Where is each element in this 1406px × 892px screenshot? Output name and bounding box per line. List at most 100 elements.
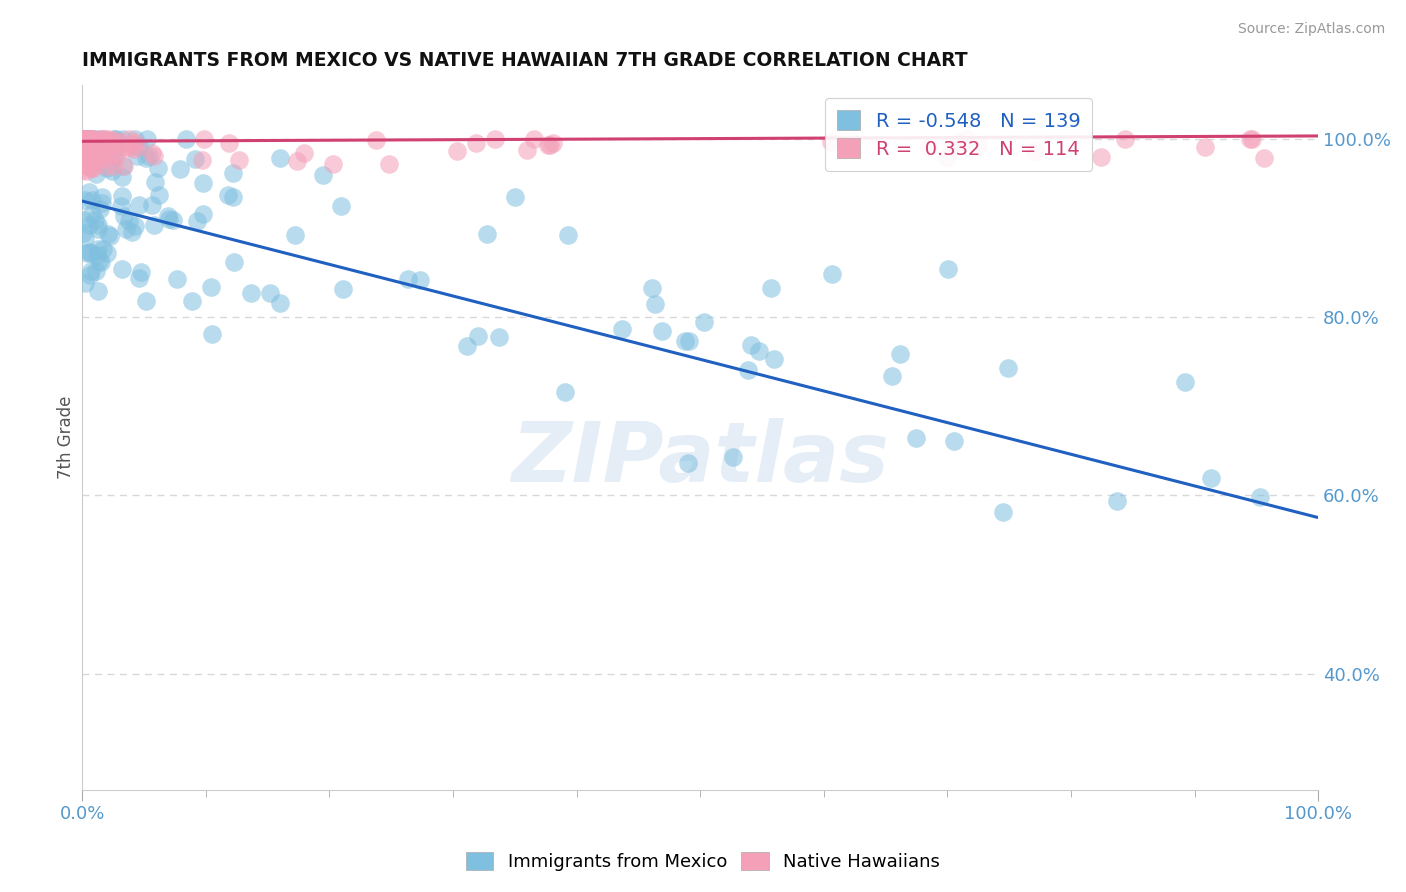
Point bbox=[84, 263, 107, 277]
Point bbox=[80, 246, 103, 260]
Point bbox=[75, 154, 97, 169]
Text: ZIPatlas: ZIPatlas bbox=[512, 418, 889, 499]
Point bbox=[118, 131, 141, 145]
Point bbox=[90, 147, 112, 161]
Point bbox=[693, 315, 716, 329]
Point bbox=[77, 145, 100, 160]
Point bbox=[131, 264, 153, 278]
Point bbox=[162, 212, 184, 227]
Point bbox=[193, 177, 215, 191]
Point bbox=[82, 139, 104, 153]
Point bbox=[101, 148, 124, 162]
Point bbox=[73, 145, 96, 159]
Point bbox=[90, 139, 112, 153]
Point bbox=[124, 135, 146, 149]
Point bbox=[997, 361, 1019, 376]
Point bbox=[148, 188, 170, 202]
Point bbox=[73, 145, 96, 159]
Point bbox=[77, 135, 100, 149]
Point bbox=[72, 152, 94, 166]
Point bbox=[87, 222, 110, 236]
Point bbox=[904, 431, 927, 445]
Legend: Immigrants from Mexico, Native Hawaiians: Immigrants from Mexico, Native Hawaiians bbox=[458, 845, 948, 879]
Point bbox=[259, 285, 281, 300]
Point bbox=[676, 456, 699, 470]
Point bbox=[104, 147, 127, 161]
Point bbox=[364, 133, 387, 147]
Point bbox=[821, 267, 844, 281]
Point bbox=[181, 293, 204, 308]
Point bbox=[76, 139, 98, 153]
Point bbox=[141, 145, 163, 160]
Point bbox=[1114, 131, 1136, 145]
Point bbox=[108, 136, 131, 150]
Point bbox=[77, 137, 100, 152]
Point bbox=[84, 139, 107, 153]
Point bbox=[79, 185, 101, 199]
Point bbox=[112, 209, 135, 223]
Point bbox=[748, 343, 770, 358]
Point bbox=[292, 146, 315, 161]
Point bbox=[72, 226, 94, 240]
Point bbox=[121, 136, 143, 151]
Point bbox=[82, 131, 104, 145]
Point bbox=[516, 143, 538, 157]
Point bbox=[89, 202, 111, 216]
Point bbox=[87, 139, 110, 153]
Point bbox=[184, 152, 207, 166]
Point bbox=[80, 131, 103, 145]
Point bbox=[75, 131, 97, 145]
Point bbox=[673, 334, 696, 348]
Point bbox=[322, 156, 344, 170]
Point bbox=[644, 297, 666, 311]
Point bbox=[124, 219, 146, 234]
Point bbox=[90, 131, 112, 145]
Point bbox=[1090, 150, 1112, 164]
Point bbox=[96, 159, 118, 173]
Point bbox=[75, 164, 97, 178]
Point bbox=[73, 231, 96, 245]
Point bbox=[80, 161, 103, 175]
Point bbox=[193, 206, 215, 220]
Point bbox=[93, 242, 115, 256]
Point bbox=[200, 279, 222, 293]
Point bbox=[73, 157, 96, 171]
Point bbox=[157, 209, 180, 223]
Point bbox=[86, 131, 108, 145]
Point bbox=[1194, 140, 1216, 154]
Point bbox=[678, 334, 700, 348]
Point bbox=[1239, 131, 1261, 145]
Point bbox=[117, 139, 139, 153]
Point bbox=[84, 213, 107, 227]
Point bbox=[77, 160, 100, 174]
Point bbox=[84, 146, 107, 161]
Point bbox=[396, 271, 419, 285]
Point bbox=[77, 150, 100, 164]
Point bbox=[89, 253, 111, 268]
Point bbox=[541, 136, 564, 150]
Point bbox=[228, 153, 250, 167]
Point bbox=[73, 131, 96, 145]
Point bbox=[967, 139, 990, 153]
Point bbox=[98, 228, 121, 243]
Point bbox=[477, 227, 499, 242]
Point bbox=[218, 136, 240, 150]
Point bbox=[955, 132, 977, 146]
Point bbox=[111, 169, 134, 184]
Point bbox=[79, 139, 101, 153]
Point bbox=[127, 149, 149, 163]
Point bbox=[103, 150, 125, 164]
Point bbox=[112, 131, 135, 145]
Y-axis label: 7th Grade: 7th Grade bbox=[58, 396, 75, 479]
Point bbox=[121, 225, 143, 239]
Point bbox=[110, 199, 132, 213]
Point bbox=[91, 196, 114, 211]
Point bbox=[73, 143, 96, 157]
Point bbox=[80, 207, 103, 221]
Point bbox=[269, 296, 291, 310]
Point bbox=[75, 193, 97, 207]
Point bbox=[79, 219, 101, 233]
Point bbox=[157, 211, 180, 226]
Point bbox=[467, 328, 489, 343]
Point bbox=[484, 131, 506, 145]
